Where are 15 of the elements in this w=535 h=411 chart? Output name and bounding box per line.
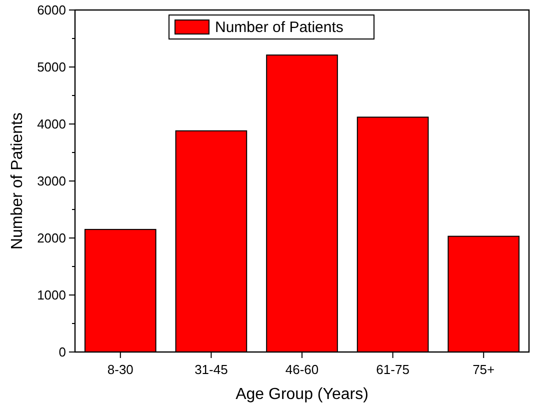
y-tick-label: 5000 <box>37 60 66 75</box>
y-tick-label: 0 <box>58 344 66 360</box>
legend-label: Number of Patients <box>215 19 344 36</box>
y-axis-title: Number of Patients <box>9 112 26 250</box>
y-tick-label: 4000 <box>37 116 66 132</box>
y-tick-label: 6000 <box>37 2 66 18</box>
x-tick-label: 46-60 <box>285 362 319 377</box>
x-axis-title: Age Group (Years) <box>236 386 368 403</box>
y-tick-label: 3000 <box>37 174 66 189</box>
x-tick-label: 75+ <box>472 362 495 377</box>
x-tick-label: 31-45 <box>194 362 228 377</box>
x-tick-label: 8-30 <box>107 362 134 377</box>
x-tick-label: 61-75 <box>376 362 410 377</box>
y-tick-label: 1000 <box>37 288 66 303</box>
y-tick-label: 2000 <box>37 230 66 246</box>
